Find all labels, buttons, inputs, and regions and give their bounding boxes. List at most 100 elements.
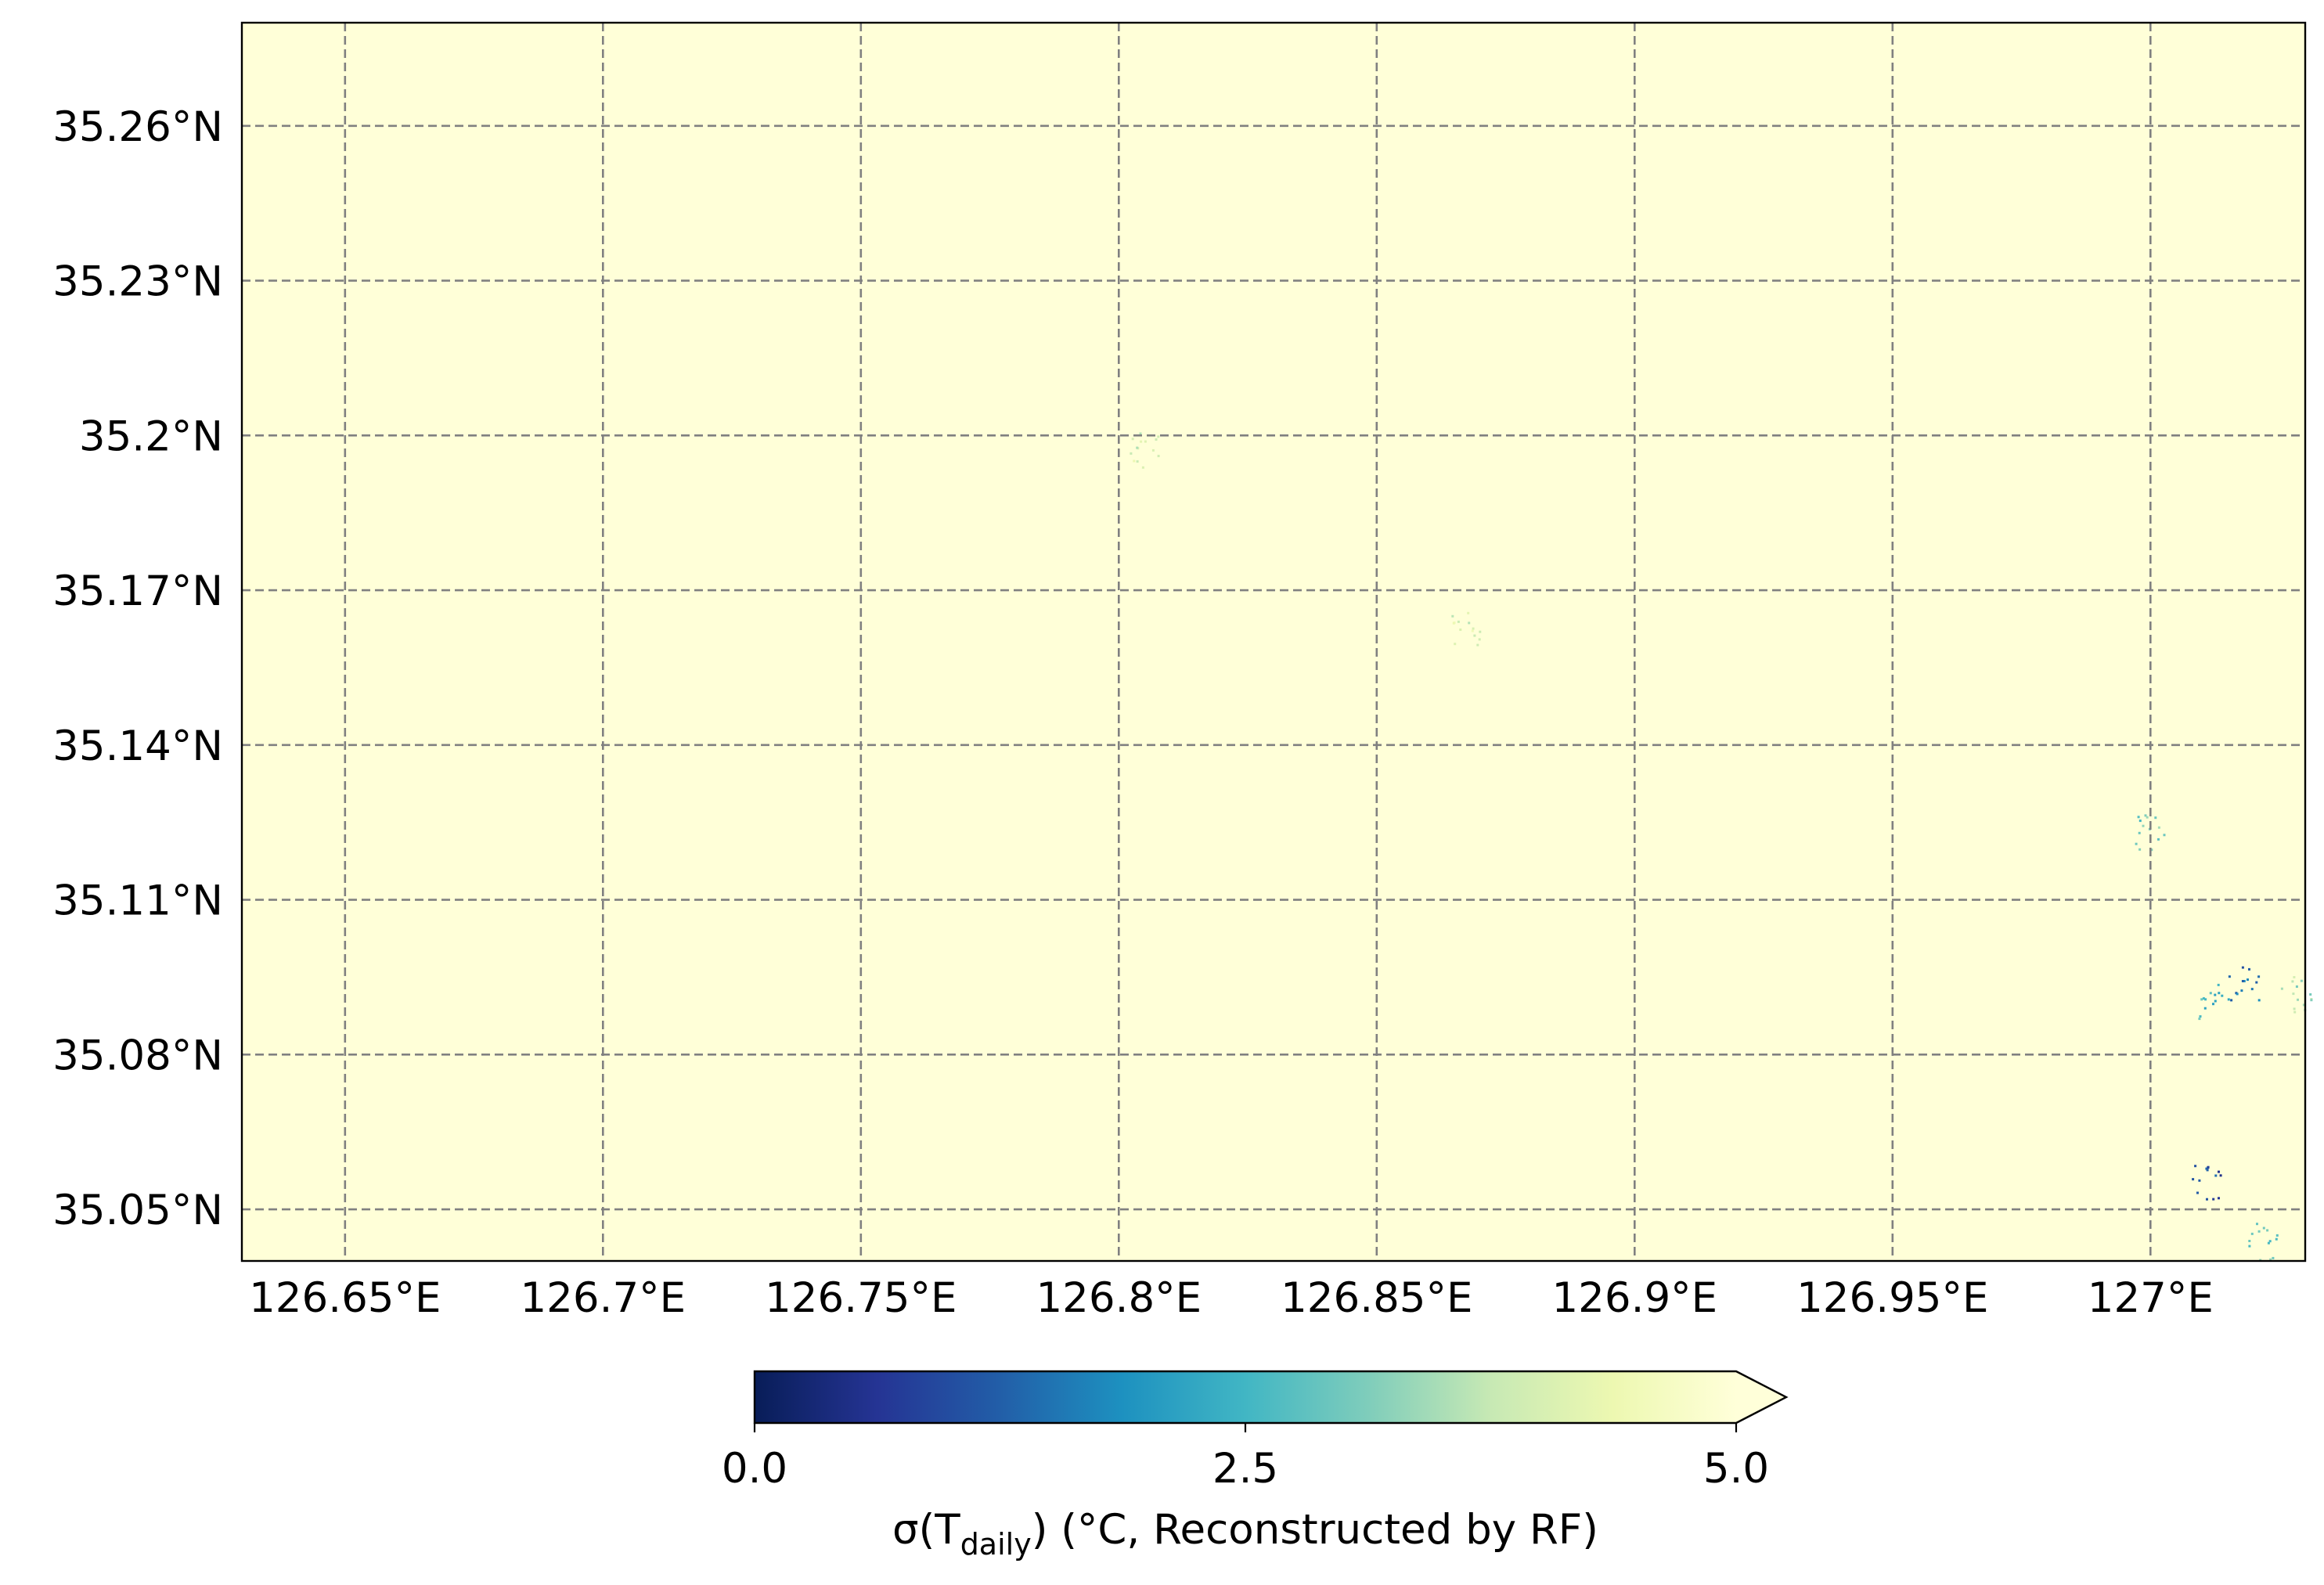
low-value-pixel [2241, 966, 2244, 969]
x-tick-label: 126.8°E [1036, 1274, 1202, 1322]
gridlines [242, 23, 2305, 1261]
low-value-pixel [2218, 992, 2221, 995]
low-value-pixel [2310, 999, 2313, 1002]
low-value-pixel [2142, 824, 2145, 827]
low-value-pixel [2200, 998, 2203, 1001]
colorbar-label-main: σ(T [892, 1506, 960, 1554]
low-value-pixel [2203, 1007, 2207, 1010]
low-value-pixel [2207, 1166, 2210, 1169]
y-tick-label: 35.05°N [52, 1187, 223, 1234]
low-value-pixel [2262, 1227, 2265, 1230]
low-value-pixel [2150, 848, 2153, 852]
x-tick-label: 126.7°E [520, 1274, 686, 1322]
low-value-pixel [1451, 614, 1454, 618]
low-value-pixel [2228, 975, 2231, 978]
low-value-pixel [1472, 627, 1475, 630]
low-value-pixel [2267, 1241, 2270, 1245]
low-value-pixel [1478, 638, 1481, 641]
low-value-pixel [2209, 992, 2212, 995]
low-value-pixel [2293, 976, 2296, 978]
y-tick-label: 35.26°N [52, 103, 223, 151]
colorbar-outline [753, 1370, 1789, 1425]
low-value-pixel [2291, 980, 2294, 983]
low-value-pixel [2196, 1191, 2199, 1194]
low-value-pixel [2214, 1174, 2218, 1177]
x-axis: 126.65°E 126.7°E 126.75°E 126.8°E 126.85°E 12… [249, 1274, 2214, 1322]
low-value-pixel [2212, 1003, 2214, 1006]
colorbar-label: σ(Tdaily) (°C, Reconstructed by RF) [892, 1506, 1598, 1562]
low-value-pixel [1459, 629, 1462, 631]
low-value-pixel [2248, 967, 2250, 971]
map-area [240, 21, 2313, 1263]
low-value-pixel [2230, 999, 2233, 1002]
low-value-pixel [1139, 432, 1142, 435]
low-value-pixel [2198, 1018, 2201, 1021]
low-value-pixel [2295, 985, 2298, 988]
low-value-pixel [2250, 988, 2254, 991]
low-value-pixel [1131, 438, 1134, 441]
low-value-pixel [2297, 998, 2299, 1001]
colorbar: 0.0 2.5 5.0 σ(Tdaily) (°C, Reconstructed b… [722, 1370, 1789, 1562]
low-value-pixel [2154, 816, 2157, 820]
x-tick-label: 126.75°E [765, 1274, 957, 1322]
low-value-pixel [1141, 466, 1144, 469]
low-value-pixel [1473, 634, 1476, 637]
low-value-pixel [1130, 452, 1133, 455]
low-value-pixel [1136, 446, 1139, 449]
low-value-pixel [2214, 1000, 2217, 1003]
low-value-pixel [1471, 629, 1474, 632]
low-value-pixel [2135, 842, 2138, 845]
low-value-pixel [2138, 848, 2142, 851]
low-value-pixel [2280, 987, 2283, 990]
low-value-pixel [2214, 993, 2217, 996]
low-value-pixel [2257, 999, 2261, 1002]
low-value-pixel [2272, 1256, 2275, 1259]
low-value-pixel [2248, 1240, 2251, 1242]
y-tick-label: 35.2°N [79, 412, 223, 460]
low-value-pixel [2257, 975, 2261, 978]
low-value-pixel [2218, 1197, 2220, 1200]
low-value-pixel [1144, 440, 1147, 443]
low-value-pixel [2221, 994, 2224, 997]
colorbar-label-tail: ) (°C, Reconstructed by RF) [1032, 1506, 1598, 1554]
low-value-pixel [2157, 826, 2160, 829]
colorbar-ticks: 0.0 2.5 5.0 [722, 1423, 1769, 1493]
low-value-pixel [2293, 1010, 2297, 1014]
low-value-pixel [2241, 980, 2244, 982]
low-value-pixel [1155, 438, 1158, 441]
low-value-pixel [2240, 989, 2243, 992]
map-field [242, 23, 2305, 1261]
low-value-pixel [1467, 611, 1470, 614]
low-value-pixel [2212, 1198, 2215, 1201]
low-value-pixel [2138, 820, 2142, 823]
x-tick-label: 126.65°E [249, 1274, 441, 1322]
low-value-pixel [2219, 1174, 2222, 1177]
low-value-pixel [2255, 981, 2258, 984]
low-value-pixel [1136, 460, 1139, 463]
y-tick-label: 35.08°N [52, 1032, 223, 1079]
low-value-pixel [2146, 816, 2149, 819]
low-value-pixel [2266, 1229, 2269, 1232]
low-value-pixel [2206, 1198, 2208, 1201]
low-value-pixel [2157, 838, 2160, 841]
low-value-pixel [1468, 621, 1471, 625]
low-value-pixel [2300, 979, 2303, 982]
low-value-pixel [2192, 1178, 2195, 1181]
low-value-pixel [2194, 1165, 2197, 1168]
low-value-pixel [1476, 643, 1479, 647]
low-value-pixel [2243, 980, 2246, 982]
low-value-pixel [2138, 831, 2141, 834]
low-value-pixel [2163, 834, 2166, 837]
colorbar-tick-label: 5.0 [1703, 1445, 1769, 1493]
low-value-pixel [2204, 998, 2207, 1001]
low-value-pixel [1133, 459, 1136, 463]
y-tick-label: 35.17°N [52, 567, 223, 615]
low-value-pixel [1457, 620, 1460, 623]
x-tick-label: 126.85°E [1281, 1274, 1472, 1322]
x-tick-label: 126.95°E [1796, 1274, 1988, 1322]
low-value-pixel [2217, 983, 2220, 986]
y-tick-label: 35.11°N [52, 877, 223, 925]
low-value-pixel [2198, 1179, 2201, 1182]
colorbar-label-sub: daily [960, 1527, 1032, 1562]
